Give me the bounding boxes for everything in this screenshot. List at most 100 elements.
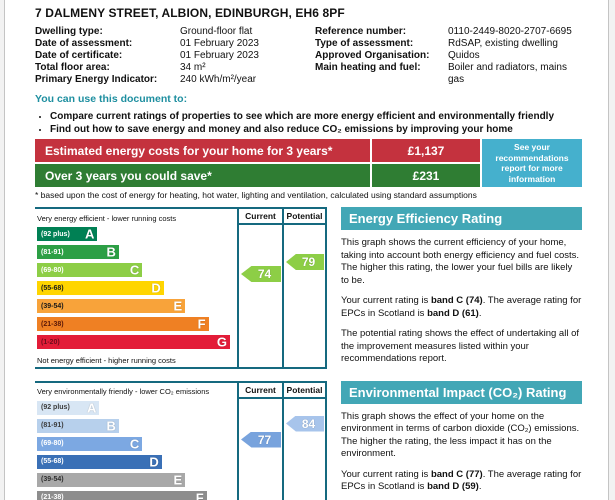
chart-bands-area: Very energy efficient - lower running co…: [35, 209, 237, 367]
cost-row-label: Estimated energy costs for your home for…: [35, 139, 372, 162]
band-letter: B: [106, 418, 116, 433]
cost-row: Over 3 years you could save* £231: [35, 164, 480, 187]
band-letter: C: [129, 436, 140, 451]
detail-value: 01 February 2023: [180, 38, 259, 49]
band-row: (21-38) F: [37, 490, 232, 500]
detail-label: Type of assessment:: [315, 38, 414, 49]
intro-bullets: Compare current ratings of properties to…: [35, 110, 582, 136]
chart-bands-area: Very environmentally friendly - lower CO…: [35, 383, 237, 500]
detail-value: 0110-2449-8020-2707-6695: [448, 26, 572, 37]
band-c: (69-80) C: [37, 436, 143, 451]
text: .: [478, 481, 482, 492]
energy-efficiency-chart: Very energy efficient - lower running co…: [35, 207, 327, 369]
chart-bands: (92 plus) A (81-91) B (69-80) C (55-68) D (39-54…: [37, 227, 232, 353]
current-column-body: 74: [239, 225, 282, 367]
property-address: 7 DALMENY STREET, ALBION, EDINBURGH, EH6…: [35, 6, 345, 20]
panel-title: Energy Efficiency Rating: [341, 207, 582, 230]
energy-efficiency-section: Very energy efficient - lower running co…: [35, 207, 582, 374]
bold-text: band C (77): [430, 468, 483, 480]
epc-band-chart: Very energy efficient - lower running co…: [35, 207, 327, 369]
current-rating-arrow: 74: [241, 266, 281, 282]
text: This graph shows the effect of your home…: [341, 410, 580, 460]
band-b: (81-91) B: [37, 418, 119, 433]
detail-label: Main heating and fuel:: [315, 62, 421, 73]
detail-label: Primary Energy Indicator:: [35, 74, 158, 85]
chart-caption-top: Very energy efficient - lower running co…: [37, 213, 177, 223]
band-b: (81-91) B: [37, 245, 119, 259]
chart-col-header: Current: [239, 383, 282, 399]
band-letter: G: [216, 334, 228, 350]
chart-caption-top: Very environmentally friendly - lower CO…: [37, 387, 210, 396]
cost-row-value: £1,137: [407, 143, 445, 158]
intro-bullet: Compare current ratings of properties to…: [50, 110, 582, 123]
environmental-impact-chart: Very environmentally friendly - lower CO…: [35, 380, 327, 500]
band-row: (39-54) E: [37, 299, 232, 317]
text: . The average rating for EPCs in Scotlan…: [341, 468, 582, 493]
detail-row: Main heating and fuel: Boiler and radiato…: [315, 62, 582, 86]
epc-certificate-page: 7 DALMENY STREET, ALBION, EDINBURGH, EH6…: [4, 0, 609, 500]
band-row: (55-68) D: [37, 281, 232, 299]
band-range: (21-38): [41, 320, 64, 328]
band-range: (81-91): [41, 248, 64, 256]
panel-body: This graph shows the current efficiency …: [341, 237, 582, 366]
band-row: (69-80) C: [37, 436, 232, 455]
detail-value: Boiler and radiators, mains gas: [448, 62, 567, 85]
band-f: (21-38) F: [37, 317, 209, 331]
current-column-body: 77: [239, 399, 282, 500]
chart-col-header: Potential: [284, 383, 325, 399]
chart-bands: (92 plus) A (81-91) B (69-80) C (55-68) D (39-54…: [37, 400, 232, 500]
band-range: (55-68): [41, 284, 64, 292]
details-left: Dwelling type: Ground-floor flat Date of a…: [35, 26, 315, 86]
bold-text: band D (61): [427, 307, 479, 319]
band-row: (39-54) E: [37, 472, 232, 491]
recommendations-note: See your recommendations report for more…: [482, 139, 582, 187]
detail-value: RdSAP, existing dwelling: [448, 38, 558, 49]
band-range: (1-20): [41, 338, 60, 346]
band-row: (21-38) F: [37, 317, 232, 335]
text: .: [478, 307, 482, 319]
panel-body: This graph shows the effect of your home…: [341, 411, 582, 500]
current-rating-arrow: 77: [241, 431, 281, 448]
band-letter: C: [129, 262, 140, 278]
epc-band-chart: Very environmentally friendly - lower CO…: [35, 380, 327, 500]
band-letter: B: [106, 244, 116, 260]
band-row: (81-91) B: [37, 245, 232, 263]
energy-efficiency-panel: Energy Efficiency Rating This graph show…: [341, 207, 582, 374]
band-range: (39-54): [41, 476, 64, 483]
text: Your current rating is: [341, 295, 431, 306]
band-range: (39-54): [41, 302, 64, 310]
band-c: (69-80) C: [37, 262, 143, 278]
band-letter: F: [195, 490, 204, 500]
detail-row: Total floor area: 34 m²: [35, 62, 315, 74]
detail-row: Approved Organisation: Quidos: [315, 50, 582, 62]
band-row: (55-68) D: [37, 454, 232, 473]
panel-paragraph: This graph shows the current efficiency …: [341, 237, 582, 287]
band-letter: E: [173, 472, 183, 487]
potential-column: Potential 84: [282, 382, 327, 500]
detail-row: Date of certificate: 01 February 2023: [35, 50, 315, 62]
intro-bullet: Find out how to save energy and money an…: [50, 123, 582, 136]
band-f: (21-38) F: [37, 490, 207, 500]
band-letter: D: [149, 454, 159, 469]
detail-row: Dwelling type: Ground-floor flat: [35, 26, 315, 38]
detail-label: Total floor area:: [35, 62, 110, 73]
band-row: (1-20) G: [37, 335, 232, 353]
document-use-title: You can use this document to:: [35, 93, 188, 105]
panel-paragraph: Your current rating is band C (74). The …: [341, 295, 582, 320]
band-d: (55-68) D: [37, 281, 164, 295]
band-range: (69-80): [41, 440, 64, 447]
band-letter: E: [173, 298, 183, 314]
band-range: (92 plus): [41, 404, 70, 411]
property-details: Dwelling type: Ground-floor flat Date of a…: [35, 26, 582, 86]
potential-column-body: 84: [284, 399, 325, 500]
band-d: (55-68) D: [37, 454, 162, 469]
energy-cost-table: Estimated energy costs for your home for…: [35, 139, 582, 187]
environmental-impact-panel: Environmental Impact (CO₂) Rating This g…: [341, 380, 582, 500]
detail-label: Dwelling type:: [35, 26, 103, 37]
band-range: (92 plus): [41, 230, 70, 238]
panel-paragraph: This graph shows the effect of your home…: [341, 411, 582, 461]
current-column: Current 77: [237, 382, 282, 500]
band-row: (92 plus) A: [37, 227, 232, 245]
details-right: Reference number: 0110-2449-8020-2707-669…: [315, 26, 582, 86]
cost-row-value: £231: [412, 168, 440, 183]
